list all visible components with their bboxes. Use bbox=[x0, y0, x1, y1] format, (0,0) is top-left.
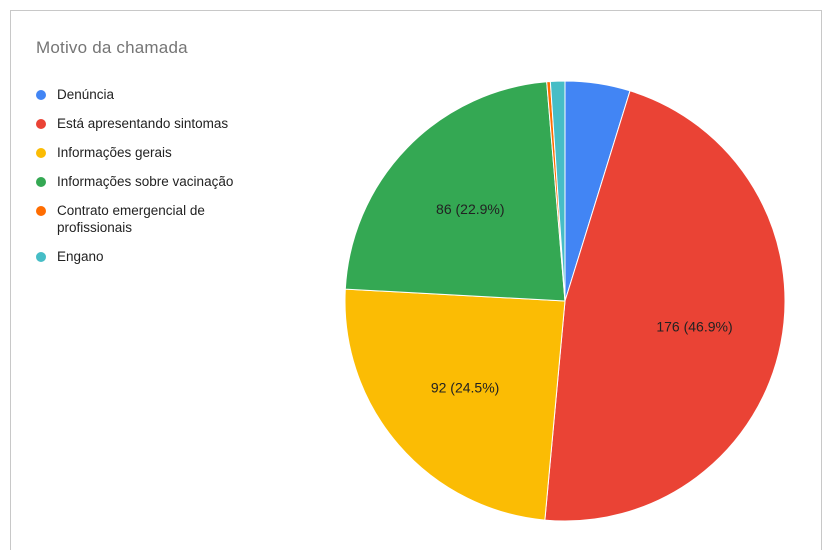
legend-label: Informações gerais bbox=[57, 145, 172, 160]
slice-label-1: 176 (46.9%) bbox=[656, 319, 732, 335]
legend-swatch bbox=[36, 119, 46, 129]
legend-swatch bbox=[36, 148, 46, 158]
legend: Denúncia Está apresentando sintomas Info… bbox=[36, 86, 306, 277]
legend-swatch bbox=[36, 90, 46, 100]
legend-label: Contrato emergencial de profissionais bbox=[57, 203, 205, 235]
pie-slice-3[interactable] bbox=[344, 81, 566, 302]
legend-item-sintomas[interactable]: Está apresentando sintomas bbox=[36, 115, 306, 132]
pie-slices bbox=[344, 80, 786, 522]
legend-item-denuncia[interactable]: Denúncia bbox=[36, 86, 306, 103]
legend-label: Está apresentando sintomas bbox=[57, 116, 229, 131]
chart-title: Motivo da chamada bbox=[36, 38, 188, 57]
legend-label: Engano bbox=[57, 249, 104, 264]
legend-label: Denúncia bbox=[57, 87, 115, 102]
pie-labels: 176 (46.9%) 92 (24.5%) 86 (22.9%) bbox=[431, 201, 733, 395]
slice-label-2: 92 (24.5%) bbox=[431, 379, 499, 395]
pie-slice-2[interactable] bbox=[344, 288, 566, 521]
legend-swatch bbox=[36, 252, 46, 262]
legend-swatch bbox=[36, 206, 46, 216]
legend-item-informacoes-gerais[interactable]: Informações gerais bbox=[36, 144, 306, 161]
legend-item-vacinacao[interactable]: Informações sobre vacinação bbox=[36, 173, 306, 190]
pie-slice-1[interactable] bbox=[544, 90, 786, 522]
legend-label: Informações sobre vacinação bbox=[57, 174, 234, 189]
legend-item-engano[interactable]: Engano bbox=[36, 248, 306, 265]
slice-label-3: 86 (22.9%) bbox=[436, 201, 504, 217]
legend-swatch bbox=[36, 177, 46, 187]
legend-item-contrato[interactable]: Contrato emergencial de profissionais bbox=[36, 202, 306, 236]
pie-slice-5[interactable] bbox=[549, 80, 566, 302]
